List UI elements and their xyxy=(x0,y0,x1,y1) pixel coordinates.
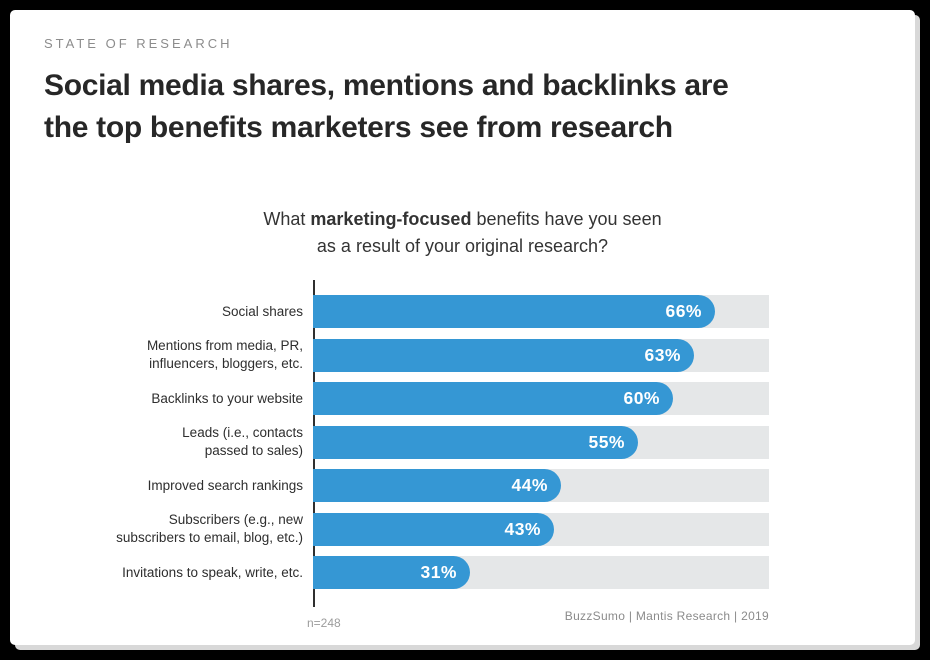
chart-row: Improved search rankings 44% xyxy=(44,469,769,502)
bar-track: 60% xyxy=(313,382,769,415)
bar-track: 31% xyxy=(313,556,769,589)
chart-row: Leads (i.e., contacts passed to sales) 55% xyxy=(44,425,769,459)
bar: 44% xyxy=(313,469,561,502)
bar-track: 66% xyxy=(313,295,769,328)
chart-row: Social shares 66% xyxy=(44,295,769,328)
question-prefix: What xyxy=(263,209,311,229)
eyebrow-label: STATE OF RESEARCH xyxy=(44,36,233,51)
bar-value-label: 60% xyxy=(623,388,660,408)
bar-chart: Social shares 66% Mentions from media, PR,… xyxy=(44,280,769,607)
source-credit: BuzzSumo | Mantis Research | 2019 xyxy=(564,609,769,623)
chart-question: What marketing-focused benefits have you… xyxy=(10,206,915,260)
bar-value-label: 55% xyxy=(588,431,625,452)
page-title: Social media shares, mentions and backli… xyxy=(44,65,729,149)
bar-category-label: Subscribers (e.g., new subscribers to ema… xyxy=(116,512,303,545)
bar-value-label: 44% xyxy=(511,475,548,495)
question-bold-term: marketing-focused xyxy=(310,209,472,229)
bar-category-label: Social shares xyxy=(221,303,303,319)
bar-category-label: Mentions from media, PR, influencers, blo… xyxy=(146,338,303,371)
chart-question-line-2: as a result of your original research? xyxy=(316,236,609,256)
bar-category-label: Improved search rankings xyxy=(147,477,303,493)
chart-row: Mentions from media, PR, influencers, blo… xyxy=(44,338,769,372)
bar-value-label: 63% xyxy=(644,344,681,365)
sample-size-label: n=248 xyxy=(307,616,341,630)
bar: 31% xyxy=(313,556,470,589)
infographic-card: STATE OF RESEARCH Social media shares, m… xyxy=(10,10,915,645)
bar-track: 55% xyxy=(313,425,769,459)
bar-value-label: 66% xyxy=(665,301,702,321)
bar: 66% xyxy=(313,295,715,328)
bar: 63% xyxy=(313,338,694,372)
chart-row: Invitations to speak, write, etc. 31% xyxy=(44,556,769,589)
chart-question-line-1: What marketing-focused benefits have you… xyxy=(10,206,915,233)
bar: 60% xyxy=(313,382,673,415)
chart-row: Subscribers (e.g., new subscribers to ema… xyxy=(44,512,769,546)
page-title-line-2: the top benefits marketers see from rese… xyxy=(44,111,673,144)
page-title-line-1: Social media shares, mentions and backli… xyxy=(44,69,729,102)
bar-category-label: Invitations to speak, write, etc. xyxy=(122,564,303,580)
bar-track: 44% xyxy=(313,469,769,502)
question-suffix: benefits have you seen xyxy=(471,209,662,229)
bar-value-label: 43% xyxy=(504,518,541,539)
bar-track: 63% xyxy=(313,338,769,372)
bar: 55% xyxy=(313,425,638,459)
bar-category-label: Leads (i.e., contacts passed to sales) xyxy=(182,425,303,458)
chart-row: Backlinks to your website 60% xyxy=(44,382,769,415)
bar-value-label: 31% xyxy=(420,562,457,582)
bar: 43% xyxy=(313,512,554,546)
bar-category-label: Backlinks to your website xyxy=(151,390,303,406)
bar-track: 43% xyxy=(313,512,769,546)
